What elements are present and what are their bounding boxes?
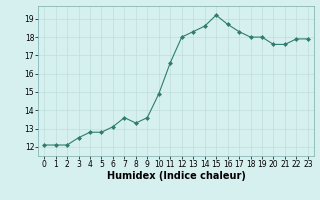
X-axis label: Humidex (Indice chaleur): Humidex (Indice chaleur) [107, 171, 245, 181]
